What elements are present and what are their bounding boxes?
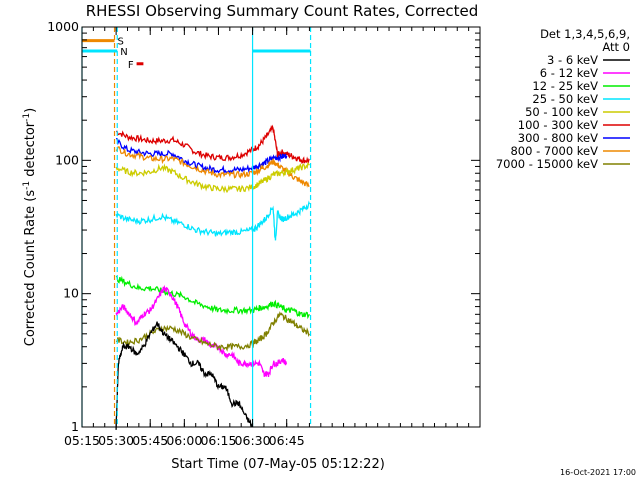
- y-tick-label: 100: [55, 152, 79, 167]
- footer-date: 16-Oct-2021 17:00: [560, 468, 636, 477]
- y-tick-label: 10: [63, 286, 79, 301]
- flag-bar-layer: SNF: [82, 37, 311, 71]
- legend-entry-label: 50 - 100 keV: [525, 105, 598, 119]
- y-tick-label: 1000: [47, 19, 79, 34]
- legend-header-1: Det 1,3,4,5,6,9,: [540, 27, 630, 41]
- series-1-line: [115, 137, 288, 174]
- series-layer: [115, 124, 311, 430]
- series-6-line: [115, 284, 288, 377]
- legend-entry-label: 800 - 7000 keV: [510, 144, 598, 158]
- legend-header-2: Att 0: [602, 40, 630, 54]
- y-axis-label: Corrected Count Rate (s-1 detector-1): [22, 108, 38, 346]
- legend-entry-label: 25 - 50 keV: [532, 92, 598, 106]
- x-tick-label: 06:15: [200, 433, 236, 448]
- x-tick-label: 05:30: [98, 433, 134, 448]
- flag-label-N: N: [120, 47, 127, 58]
- x-tick-label: 06:30: [235, 433, 271, 448]
- series-5-line: [115, 275, 310, 320]
- legend-entry-label: 6 - 12 keV: [540, 66, 598, 80]
- legend-entry-label: 7000 - 15000 keV: [496, 157, 598, 171]
- x-tick-label: 05:15: [64, 433, 100, 448]
- series-3-line: [115, 161, 310, 194]
- plot-frame: [81, 26, 481, 428]
- series-8-line: [115, 321, 254, 430]
- x-tick-label: 06:45: [269, 433, 305, 448]
- x-axis-label: Start Time (07-May-05 05:12:22): [171, 457, 385, 472]
- y-tick-label: 1: [71, 419, 79, 434]
- x-tick-label: 06:00: [166, 433, 202, 448]
- chart-title: RHESSI Observing Summary Count Rates, Co…: [86, 2, 479, 20]
- series-4-line: [115, 200, 311, 241]
- flag-label-F: F: [128, 60, 134, 71]
- legend-entry-label: 300 - 800 keV: [518, 131, 598, 145]
- legend-entry-label: 100 - 300 keV: [518, 118, 598, 132]
- series-7-line: [115, 311, 310, 352]
- legend-entry-label: 12 - 25 keV: [532, 79, 598, 93]
- x-tick-label: 05:45: [132, 433, 168, 448]
- legend-entry-label: 3 - 6 keV: [547, 53, 598, 67]
- flag-label-S: S: [118, 37, 124, 48]
